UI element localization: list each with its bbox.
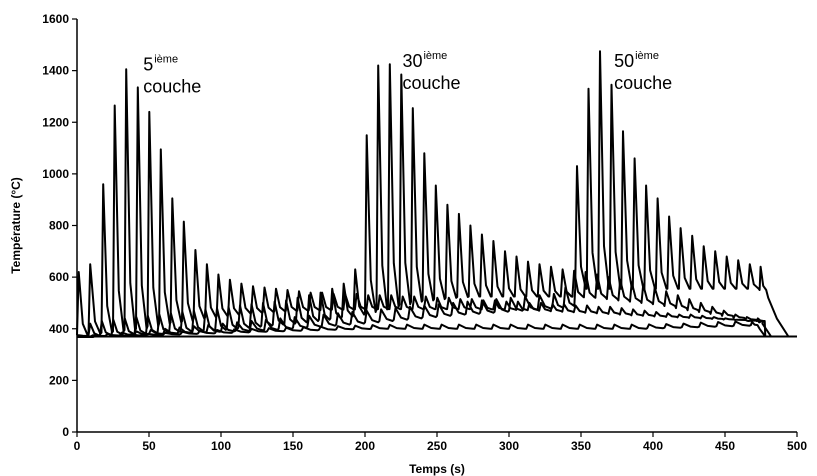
y-tick-label: 1200	[42, 115, 69, 129]
annotation-number: 50	[614, 51, 634, 71]
y-tick-label: 1400	[42, 64, 69, 78]
y-tick-label: 1000	[42, 167, 69, 181]
annotation-word: couche	[143, 77, 201, 97]
series-line-4	[77, 320, 767, 338]
x-axis-title: Temps (s)	[409, 462, 465, 476]
x-tick-label: 400	[643, 439, 663, 453]
y-tick-label: 400	[49, 322, 69, 336]
annotation-superscript: ième	[423, 50, 447, 62]
y-tick-label: 800	[49, 219, 69, 233]
plot-area	[76, 50, 797, 338]
annotation-word: couche	[402, 73, 460, 93]
annotation-1: 5 ième couche	[143, 54, 201, 97]
x-tick-label: 500	[787, 439, 807, 453]
x-tick-label: 0	[74, 439, 81, 453]
annotation-2: 30 ième couche	[402, 50, 460, 93]
annotation-superscript: ième	[635, 50, 659, 62]
y-tick-label: 0	[62, 425, 69, 439]
annotation-number: 30	[402, 51, 422, 71]
x-tick-label: 150	[283, 439, 303, 453]
series-line-2	[76, 63, 772, 338]
annotation-word: couche	[614, 73, 672, 93]
x-tick-label: 300	[499, 439, 519, 453]
x-tick-label: 450	[715, 439, 735, 453]
x-tick-label: 200	[355, 439, 375, 453]
x-tick-label: 350	[571, 439, 591, 453]
y-tick-label: 200	[49, 373, 69, 387]
x-tick-label: 50	[142, 439, 156, 453]
annotation-superscript: ième	[154, 54, 178, 66]
x-tick-label: 100	[211, 439, 231, 453]
x-tick-label: 250	[427, 439, 447, 453]
y-tick-label: 600	[49, 270, 69, 284]
y-tick-label: 1600	[42, 12, 69, 26]
annotation-number: 5	[143, 55, 153, 75]
y-axis-title: Température (°C)	[9, 177, 23, 274]
annotation-3: 50 ième couche	[614, 50, 672, 93]
tick-labels: 0 50 100 150 200 250 300 350 400 450 500 0 200 400 600…	[42, 12, 807, 453]
axes	[72, 18, 798, 437]
